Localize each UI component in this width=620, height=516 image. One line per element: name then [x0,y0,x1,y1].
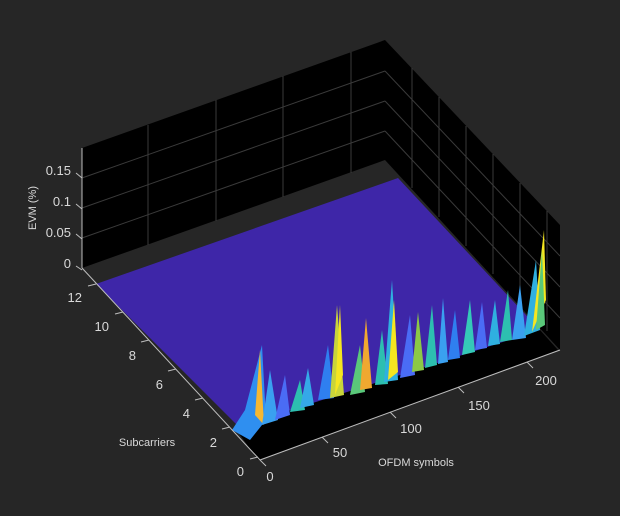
y-axis-label: Subcarriers [119,437,176,449]
y-tick-label: 0 [237,464,244,479]
grid-lines [81,52,561,331]
z-tick-label: 0.15 [46,163,71,178]
z-tick-label: 0.05 [46,225,71,240]
x-tick-label: 150 [468,398,490,413]
x-tick-label: 200 [535,373,557,388]
x-tick-label: 50 [333,445,347,460]
y-tick-label: 10 [95,319,109,334]
evm-spikes [232,230,546,440]
y-tick-label: 2 [210,435,217,450]
surface-floor [96,178,540,438]
x-tick-label: 0 [266,469,273,484]
y-tick-label: 8 [129,348,136,363]
y-tick-label: 4 [183,406,190,421]
axis-lines [81,148,561,461]
z-tick-label: 0.1 [53,194,71,209]
x-tick-label: 100 [400,421,422,436]
surface-skirt [235,330,558,460]
y-tick-label: 12 [68,290,82,305]
z-tick-label: 0 [64,256,71,271]
y-tick-label: 6 [156,377,163,392]
x-axis-label: OFDM symbols [378,457,454,469]
z-axis-label: EVM (%) [27,186,39,230]
